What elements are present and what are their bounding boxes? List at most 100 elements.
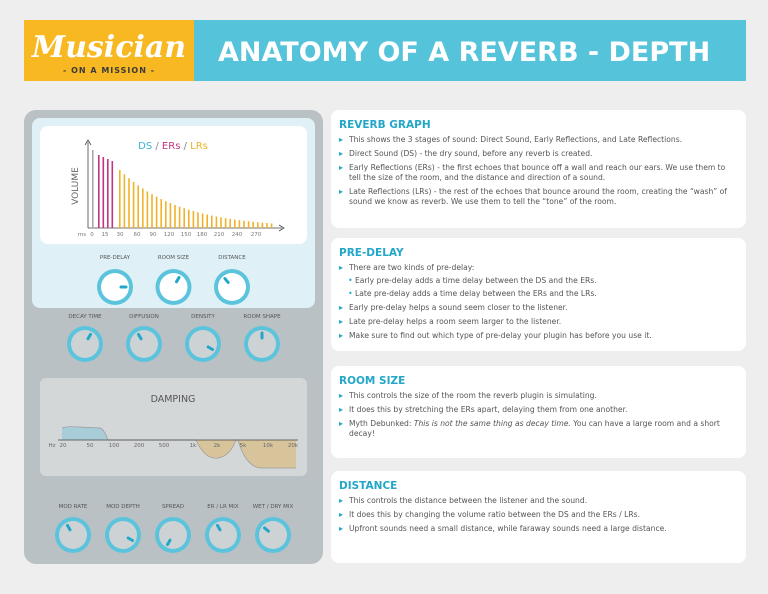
knob xyxy=(259,521,287,549)
damping-box xyxy=(40,378,307,476)
bullet: Early pre-delay helps a sound seem close… xyxy=(339,303,736,313)
lr-bar xyxy=(238,220,241,228)
knob xyxy=(248,330,276,358)
knob-indicator xyxy=(137,332,143,341)
graph-title-part: / xyxy=(180,141,190,152)
damping-curve xyxy=(61,426,296,469)
lr-bar xyxy=(211,215,213,228)
lr-bar xyxy=(243,220,245,228)
x-tick-label: 120 xyxy=(164,232,175,238)
knob-label: PRE-DELAY xyxy=(100,255,131,261)
x-tick-label: 10k xyxy=(263,443,274,449)
logo-tagline: - ON A MISSION - xyxy=(63,66,155,75)
graph-box xyxy=(40,126,307,244)
section-heading: DISTANCE xyxy=(339,480,398,492)
knob-indicator xyxy=(126,536,135,542)
lr-bar xyxy=(137,185,139,228)
knob xyxy=(59,521,87,549)
x-tick-label: ms xyxy=(78,232,86,238)
knob-indicator xyxy=(223,277,230,284)
lr-bar xyxy=(178,206,181,228)
lr-bar xyxy=(146,191,149,228)
x-tick-label: 500 xyxy=(159,443,170,449)
damping-graph: DAMPING Hz 20 50 100 200 500 1k 2k 5k 10k 20k xyxy=(48,394,299,469)
x-tick-label: 0 xyxy=(90,232,94,238)
damping-low xyxy=(62,426,108,440)
knob-indicator xyxy=(206,345,215,351)
lr-bar xyxy=(261,222,264,228)
knob-indicator xyxy=(263,526,270,533)
bullet: It does this by changing the volume rati… xyxy=(339,510,736,520)
lr-bar xyxy=(215,216,218,228)
bullet: Early Reflections (ERs) - the first echo… xyxy=(339,163,736,183)
section-card: PRE-DELAY There are two kinds of pre-dela… xyxy=(331,238,746,351)
lr-bar xyxy=(270,223,273,228)
x-tick-label: 180 xyxy=(197,232,208,238)
x-tick-label: 5k xyxy=(240,443,247,449)
knob xyxy=(209,521,237,549)
knob-label: MOD DEPTH xyxy=(106,504,140,510)
lr-bar xyxy=(132,181,135,228)
lr-bar xyxy=(247,221,250,228)
lr-bar xyxy=(197,212,199,228)
axis-arrow xyxy=(84,139,285,232)
lr-bar xyxy=(123,174,126,228)
lr-bar xyxy=(266,223,268,228)
lr-bar xyxy=(174,204,176,228)
bullet: This controls the size of the room the r… xyxy=(339,391,736,401)
knob xyxy=(101,273,129,301)
knob xyxy=(71,330,99,358)
knob-label: DECAY TIME xyxy=(68,314,102,320)
lr-bar xyxy=(142,188,144,228)
section-heading: REVERB GRAPH xyxy=(339,119,431,131)
lr-bar xyxy=(252,221,254,228)
section-card: ROOM SIZE This controls the size of the r… xyxy=(331,366,746,458)
bullet: Upfront sounds need a small distance, wh… xyxy=(339,524,736,534)
knob-label: SPREAD xyxy=(162,504,184,510)
x-tick-label: 15 xyxy=(102,232,109,238)
x-tick-label: 1k xyxy=(190,443,197,449)
lr-bar xyxy=(183,208,185,228)
x-tick-label: 270 xyxy=(251,232,262,238)
knob xyxy=(159,521,187,549)
logo-name: Musician xyxy=(31,30,186,65)
x-tick-label: 150 xyxy=(181,232,192,238)
x-tick-label: 20 xyxy=(60,443,67,449)
x-tick-label: 200 xyxy=(134,443,145,449)
lr-bar xyxy=(229,218,231,228)
lr-bar xyxy=(155,196,158,228)
x-tick-label: 50 xyxy=(87,443,94,449)
damping-mid xyxy=(196,440,236,459)
lr-bar xyxy=(234,219,236,228)
y-axis-label: VOLUME xyxy=(71,167,81,205)
bullet: Make sure to find out which type of pre-… xyxy=(339,331,736,341)
knob xyxy=(218,273,246,301)
x-tick-label: 90 xyxy=(150,232,157,238)
x-tick-label: 60 xyxy=(134,232,141,238)
lr-bar xyxy=(192,211,195,228)
knob-label: MOD RATE xyxy=(59,504,88,510)
knobs: PRE-DELAY ROOM SIZE DISTANCE DECAY TIME DIFF… xyxy=(55,255,294,553)
lr-bar xyxy=(169,203,172,228)
ds-bar xyxy=(92,150,94,228)
knob-indicator xyxy=(216,523,222,532)
lr-bar xyxy=(206,214,208,228)
bullet-list: This shows the 3 stages of sound: Direct… xyxy=(339,135,736,207)
knob-label: DISTANCE xyxy=(218,255,246,261)
bullet: Late pre-delay helps a room seem larger … xyxy=(339,317,736,327)
knob-label: DIFFUSION xyxy=(129,314,159,320)
x-tick-label: 20k xyxy=(288,443,299,449)
section-card: DISTANCE This controls the distance betwe… xyxy=(331,471,746,563)
bullet-list: This controls the size of the room the r… xyxy=(339,391,736,439)
x-tick-label: 100 xyxy=(109,443,120,449)
sub-bullet: Early pre-delay adds a time delay betwee… xyxy=(339,276,736,286)
lr-bar xyxy=(119,170,121,228)
knob-indicator xyxy=(86,332,92,341)
bullet: It does this by stretching the ERs apart… xyxy=(339,405,736,415)
bullet: Myth Debunked: This is not the same thin… xyxy=(339,419,736,439)
bullet-part: You can have a large room and a short de… xyxy=(349,419,720,438)
bullet: Direct Sound (DS) - the dry sound, befor… xyxy=(339,149,736,159)
bullet-list: This controls the distance between the l… xyxy=(339,496,736,534)
page-title: ANATOMY OF A REVERB - DEPTH xyxy=(218,37,710,68)
